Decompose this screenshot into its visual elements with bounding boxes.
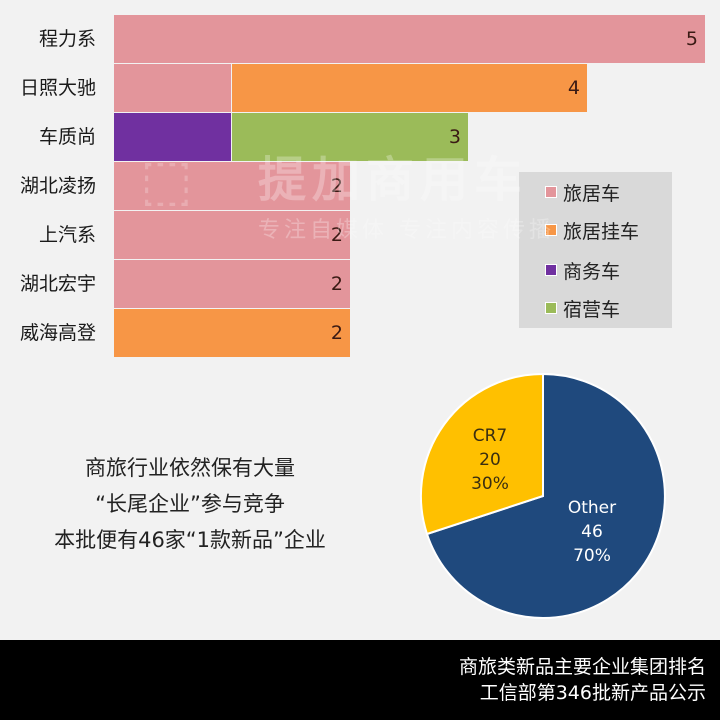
legend-item: 旅居挂车: [545, 218, 640, 243]
pie-svg: [419, 372, 666, 619]
legend-label: 宿营车: [563, 298, 621, 321]
legend-item: 旅居车: [545, 180, 621, 205]
bar-total-label: 2: [330, 175, 343, 197]
row-label: 车质尚: [38, 126, 96, 148]
legend-item: 宿营车: [545, 296, 621, 321]
legend-swatch-icon: [545, 224, 557, 236]
chart-legend: 旅居车 旅居挂车 商务车 宿营车: [519, 172, 672, 328]
bar-segment-suyingche: [232, 113, 468, 161]
footer-subtitle: 工信部第346批新产品公示: [479, 682, 706, 704]
row-label: 湖北宏宇: [19, 273, 96, 295]
footer-banner: 商旅类新品主要企业集团排名 工信部第346批新产品公示: [0, 640, 720, 720]
row-label: 上汽系: [38, 224, 96, 246]
pie-chart: CR7 20 30% Other 46 70%: [419, 372, 666, 619]
footer-title: 商旅类新品主要企业集团排名: [458, 656, 706, 678]
legend-label: 旅居车: [563, 182, 621, 205]
bar-total-label: 3: [448, 126, 461, 148]
pie-slice-cr7: [419, 372, 544, 536]
bar-segment-lujuche: [114, 15, 705, 63]
legend-item: 商务车: [545, 258, 621, 283]
bar-segment-lujuche: [114, 211, 350, 259]
legend-swatch-icon: [545, 186, 557, 198]
caption-text: 商旅行业依然保有大量 “长尾企业”参与竞争 本批便有46家“1款新品”企业: [20, 450, 360, 558]
row-label: 湖北凌扬: [19, 175, 96, 197]
bar-segment-shangwuche: [114, 113, 231, 161]
pie-label-cr7: CR7 20 30%: [471, 426, 509, 494]
bar-total-label: 4: [567, 77, 580, 99]
caption-line: 本批便有46家“1款新品”企业: [54, 528, 326, 552]
row-label: 程力系: [38, 28, 96, 50]
legend-swatch-icon: [545, 302, 557, 314]
legend-label: 旅居挂车: [563, 220, 640, 243]
bar-segment-lujuche: [114, 260, 350, 308]
row-label: 威海高登: [19, 322, 96, 344]
legend-swatch-icon: [545, 264, 557, 276]
caption-line: 商旅行业依然保有大量: [85, 456, 295, 480]
row-label: 日照大驰: [19, 77, 96, 99]
bar-total-label: 2: [330, 273, 343, 295]
bar-total-label: 5: [685, 28, 698, 50]
bar-segment-lujuche: [114, 64, 231, 112]
legend-label: 商务车: [563, 260, 621, 283]
bar-total-label: 2: [330, 322, 343, 344]
bar-segment-lujuche: [114, 162, 350, 210]
pie-slice-other: [425, 372, 666, 619]
bar-total-label: 2: [330, 224, 343, 246]
bar-segment-lujuguache: [232, 64, 587, 112]
caption-line: “长尾企业”参与竞争: [95, 492, 285, 516]
pie-label-other: Other 46 70%: [567, 498, 617, 566]
bar-segment-lujuguache: [114, 309, 350, 357]
